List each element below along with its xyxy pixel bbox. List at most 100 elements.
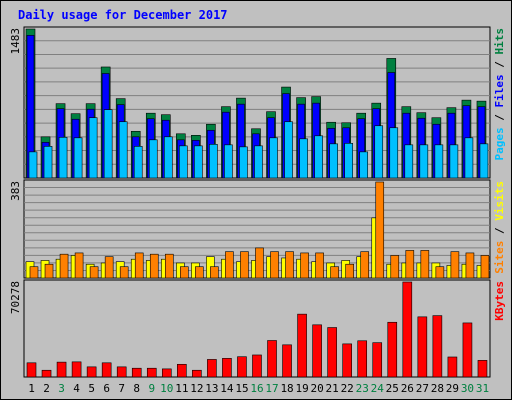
bar-kbytes-31 (477, 360, 488, 378)
series-legend: Pages / Files / Hits (493, 28, 506, 161)
bar-pages-11 (179, 145, 188, 179)
bar-pages-5 (88, 117, 98, 179)
day-label-1: 1 (28, 382, 35, 395)
legend-part: Hits (493, 28, 506, 55)
day-label-6: 6 (103, 382, 110, 395)
bar-pages-13 (209, 144, 218, 179)
bar-sites-5 (89, 266, 99, 279)
day-label-20: 20 (311, 382, 324, 395)
y-max-label: 1483 (9, 28, 22, 55)
day-label-14: 14 (220, 382, 234, 395)
panel-visits-sites: 383 Sites / Visits (9, 179, 506, 279)
series-legend: Sites / Visits (493, 181, 506, 274)
bar-sites-11 (180, 266, 189, 279)
legend-part: / (493, 55, 506, 75)
bar-kbytes-29 (447, 356, 458, 378)
bar-pages-9 (148, 139, 158, 179)
bar-sites-18 (285, 251, 294, 279)
bar-pages-6 (103, 109, 113, 179)
bar-pages-16 (254, 145, 263, 179)
day-label-28: 28 (431, 382, 444, 395)
bar-pages-10 (163, 136, 173, 179)
day-label-8: 8 (133, 382, 140, 395)
y-max-label: 70278 (9, 281, 22, 314)
bar-kbytes-12 (192, 369, 202, 378)
legend-part: Sites (493, 241, 506, 274)
day-label-23: 23 (356, 382, 369, 395)
bar-kbytes-13 (207, 359, 217, 378)
bar-sites-28 (435, 266, 445, 279)
bar-sites-22 (345, 263, 354, 279)
bar-sites-13 (210, 266, 219, 279)
day-label-15: 15 (235, 382, 248, 395)
bar-kbytes-15 (237, 356, 247, 378)
bar-kbytes-1 (26, 362, 37, 378)
chart-title: Daily usage for December 2017 (18, 8, 228, 22)
bar-sites-9 (149, 253, 159, 279)
day-label-16: 16 (250, 382, 263, 395)
bar-pages-8 (133, 146, 143, 179)
day-label-22: 22 (341, 382, 354, 395)
bar-sites-1 (29, 266, 39, 279)
bar-sites-30 (465, 252, 475, 279)
bar-sites-17 (270, 251, 279, 279)
bar-pages-17 (269, 137, 278, 179)
legend-part: Visits (493, 181, 506, 221)
day-label-13: 13 (205, 382, 218, 395)
bar-pages-7 (118, 121, 128, 179)
bar-pages-4 (73, 137, 83, 179)
day-label-2: 2 (43, 382, 50, 395)
bar-sites-15 (240, 251, 249, 279)
bar-kbytes-30 (462, 322, 473, 378)
bar-kbytes-27 (417, 316, 428, 378)
bar-sites-20 (315, 252, 324, 279)
day-label-9: 9 (148, 382, 155, 395)
bar-kbytes-25 (387, 321, 398, 378)
day-label-31: 31 (476, 382, 489, 395)
legend-part: / (493, 108, 506, 128)
series-pages (28, 109, 489, 179)
bar-kbytes-28 (432, 315, 443, 378)
bar-sites-29 (450, 251, 460, 279)
legend-part: Pages (493, 127, 506, 160)
bar-sites-21 (330, 266, 339, 279)
bar-pages-3 (58, 137, 68, 179)
bar-kbytes-24 (372, 342, 383, 378)
day-label-17: 17 (265, 382, 278, 395)
day-label-26: 26 (401, 382, 414, 395)
bar-kbytes-5 (86, 366, 97, 378)
day-label-29: 29 (446, 382, 459, 395)
chart-panels: 1483 Pages / Files / Hits 383 Sites / Visit… (9, 26, 506, 378)
bar-sites-19 (300, 252, 309, 279)
bar-kbytes-19 (297, 313, 307, 378)
bar-kbytes-20 (312, 324, 322, 378)
bar-pages-25 (389, 127, 399, 179)
series-kbytes (26, 281, 488, 378)
day-label-4: 4 (73, 382, 80, 395)
bar-kbytes-3 (56, 361, 67, 378)
bar-pages-1 (28, 151, 38, 179)
bar-sites-6 (104, 256, 114, 279)
bar-pages-29 (449, 144, 459, 179)
series-legend: KBytes (493, 281, 506, 321)
bar-pages-21 (329, 143, 338, 179)
bar-kbytes-11 (177, 363, 187, 378)
bar-pages-28 (434, 144, 444, 179)
bar-sites-10 (164, 253, 174, 279)
day-label-21: 21 (326, 382, 339, 395)
bar-sites-3 (59, 253, 69, 279)
bar-pages-18 (284, 121, 293, 179)
bar-pages-14 (224, 144, 233, 179)
bar-kbytes-23 (357, 340, 368, 378)
panel-kbytes: 70278 KBytes (9, 279, 506, 378)
bar-kbytes-22 (342, 343, 352, 378)
bar-sites-7 (119, 266, 129, 279)
bar-pages-30 (464, 137, 474, 179)
bar-sites-16 (255, 247, 264, 279)
bar-pages-22 (344, 143, 353, 179)
day-labels: 1 2 3 4 5 6 7 8 9 10 11 12 13 14 15 16 17 18 19 20 21 22 23 24 2… (28, 382, 489, 395)
bar-kbytes-10 (161, 368, 172, 378)
bar-kbytes-26 (402, 281, 413, 378)
